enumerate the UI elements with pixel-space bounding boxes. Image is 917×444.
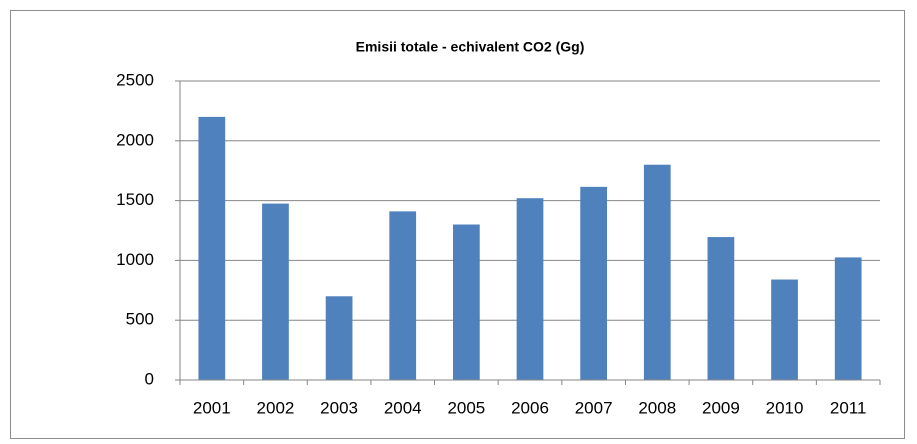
bar xyxy=(389,211,417,380)
x-tick-label: 2006 xyxy=(511,398,549,417)
x-tick-label: 2011 xyxy=(830,398,867,417)
x-tick-label: 2001 xyxy=(193,398,231,417)
bar xyxy=(516,198,544,380)
x-tick-label: 2007 xyxy=(575,398,613,417)
x-tick-label: 2008 xyxy=(638,398,676,417)
bar xyxy=(580,186,607,380)
x-tick-label: 2010 xyxy=(766,398,804,417)
bar xyxy=(771,279,798,380)
bar xyxy=(834,257,862,380)
bar xyxy=(262,203,289,380)
x-tick-label: 2003 xyxy=(320,398,358,417)
x-tick-label: 2002 xyxy=(257,398,295,417)
y-tick-label: 2500 xyxy=(116,70,154,89)
bar xyxy=(325,296,353,380)
chart-title: Emisii totale - echivalent CO2 (Gg) xyxy=(356,39,585,55)
x-tick-label: 2004 xyxy=(384,398,422,417)
y-tick-label: 0 xyxy=(145,369,154,388)
y-tick-label: 2000 xyxy=(116,130,154,149)
bar xyxy=(453,224,480,380)
y-tick-label: 1500 xyxy=(116,190,154,209)
x-tick-label: 2009 xyxy=(702,398,740,417)
y-tick-label: 500 xyxy=(126,310,154,329)
bar xyxy=(707,237,735,380)
bar xyxy=(643,164,671,380)
x-tick-label: 2005 xyxy=(447,398,485,417)
y-tick-label: 1000 xyxy=(116,250,154,269)
bar xyxy=(198,116,226,380)
